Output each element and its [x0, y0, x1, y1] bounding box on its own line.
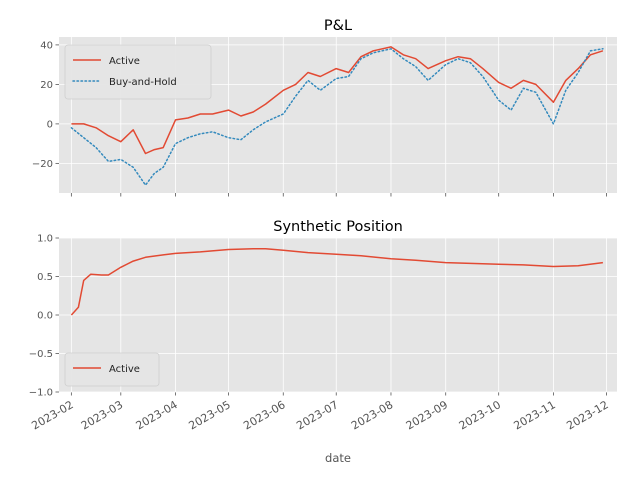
series-line-active — [70, 248, 603, 316]
x-tick-label: 2023-05 — [187, 398, 233, 432]
legend-frame — [64, 352, 160, 387]
x-tick-label: 2023-02 — [29, 398, 75, 432]
legend: Active — [64, 352, 160, 387]
x-axis-label: date — [325, 451, 351, 465]
legend-label: Active — [109, 56, 140, 67]
chart-title: Synthetic Position — [273, 219, 403, 235]
x-tick-label: 2023-06 — [241, 398, 287, 432]
y-tick-label: 0.0 — [37, 311, 53, 322]
legend-frame — [64, 44, 212, 100]
date-x-axis: 2023-02 2023-03 2023-04 2023-05 2023-06 2023-… — [29, 398, 610, 465]
series-line-buy-and-hold — [70, 48, 604, 186]
legend: Active Buy-and-Hold — [64, 44, 212, 100]
chart-title: P&L — [324, 18, 352, 34]
y-tick-label: 0.5 — [37, 272, 53, 283]
x-tick-label: 2023-09 — [404, 398, 450, 432]
x-tick-label: 2023-03 — [79, 398, 125, 432]
y-tick-label: 40 — [40, 40, 53, 51]
pnl-panel: −20 0 20 40 P&L Active Buy-and-Hold — [32, 18, 617, 197]
y-tick-label: 0 — [47, 119, 53, 130]
x-tick-label: 2023-08 — [349, 398, 395, 432]
position-panel: −1.0 −0.5 0.0 0.5 1.0 Synthetic Position Activ… — [29, 219, 617, 399]
legend-label: Active — [109, 364, 140, 375]
y-tick-label: −20 — [32, 159, 53, 170]
series-line-active — [71, 46, 604, 155]
x-tick-label: 2023-04 — [134, 398, 180, 432]
legend-label: Buy-and-Hold — [109, 77, 177, 88]
x-tick-label: 2023-12 — [564, 398, 610, 432]
y-tick-label: −0.5 — [29, 349, 53, 360]
x-tick-label: 2023-11 — [511, 398, 557, 432]
y-tick-label: 20 — [40, 80, 53, 91]
y-tick-label: 1.0 — [37, 234, 53, 245]
x-tick-label: 2023-10 — [457, 398, 503, 432]
y-tick-label: −1.0 — [29, 388, 53, 399]
x-tick-label: 2023-07 — [294, 398, 340, 432]
